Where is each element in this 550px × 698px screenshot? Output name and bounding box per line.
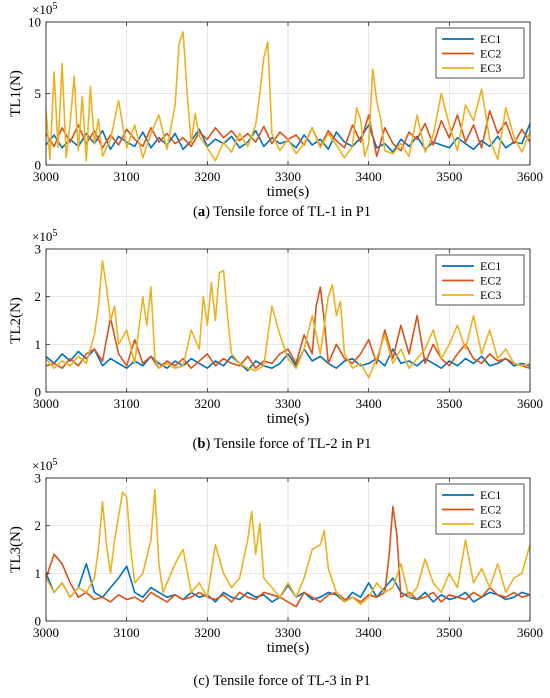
x-tick-label: 3000 xyxy=(33,625,59,640)
series-line-ec3 xyxy=(46,489,530,606)
legend-label-ec3: EC3 xyxy=(480,517,501,531)
legend-label-ec3: EC3 xyxy=(480,61,501,75)
series-line-ec2 xyxy=(46,286,530,369)
x-tick-label: 3300 xyxy=(275,625,301,640)
y-tick-label: 5 xyxy=(35,86,42,101)
x-tick-label: 3300 xyxy=(275,396,301,411)
figure-caption: (a) Tensile force of TL-1 in P1 xyxy=(193,204,371,220)
y-tick-label: 1 xyxy=(35,566,42,581)
x-tick-label: 3400 xyxy=(356,169,382,184)
x-axis-label: time(s) xyxy=(267,411,310,427)
y-axis-label: TL2(N) xyxy=(8,297,24,344)
series-group xyxy=(46,31,530,162)
x-tick-label: 3100 xyxy=(114,625,140,640)
figure-caption: (c) Tensile force of TL-3 in P1 xyxy=(193,673,370,689)
chart-panel-3: 3000 3100 3200 3300 3400 3500 3600 0 1 2 3×105 time… xyxy=(8,457,543,689)
y-axis-label: TL1(N) xyxy=(8,70,24,117)
y-tick-label: 3 xyxy=(35,242,42,257)
x-tick-label: 3600 xyxy=(517,169,543,184)
x-tick-label: 3100 xyxy=(114,169,140,184)
series-line-ec1 xyxy=(46,563,530,603)
y-tick-label: 3 xyxy=(35,471,42,486)
x-tick-label: 3200 xyxy=(194,169,220,184)
x-axis-label: time(s) xyxy=(267,184,310,200)
x-tick-label: 3400 xyxy=(356,396,382,411)
legend-box xyxy=(435,27,525,79)
x-tick-label: 3400 xyxy=(356,625,382,640)
x-tick-label: 3600 xyxy=(517,396,543,411)
series-group xyxy=(46,260,530,379)
x-tick-label: 3000 xyxy=(33,169,59,184)
x-axis-label: time(s) xyxy=(267,640,310,656)
chart-panel-2: 3000 3100 3200 3300 3400 3500 3600 0 1 2 3×105 time… xyxy=(8,228,543,452)
x-tick-label: 3500 xyxy=(436,396,462,411)
figure-caption: (b) Tensile force of TL-2 in P1 xyxy=(193,436,372,452)
y-axis-label: TL3(N) xyxy=(8,526,24,573)
series-line-ec2 xyxy=(46,505,530,608)
legend-label-ec2: EC2 xyxy=(480,503,501,517)
y-tick-label: 1 xyxy=(35,337,42,352)
y-exponent-label: ×105 xyxy=(32,457,57,473)
series-line-ec3 xyxy=(46,260,530,379)
y-tick-label: 2 xyxy=(35,518,42,533)
y-tick-label: 0 xyxy=(35,614,42,629)
x-tick-label: 3300 xyxy=(275,169,301,184)
legend-label-ec3: EC3 xyxy=(480,288,501,302)
y-tick-label: 2 xyxy=(35,289,42,304)
x-tick-label: 3500 xyxy=(436,169,462,184)
legend-label-ec2: EC2 xyxy=(480,47,501,61)
x-tick-label: 3100 xyxy=(114,396,140,411)
y-tick-label: 0 xyxy=(35,385,42,400)
legend-label-ec1: EC1 xyxy=(480,259,501,273)
y-tick-label: 10 xyxy=(28,15,41,30)
chart-panel-1: 3000 3100 3200 3300 3400 3500 3600 0 5 10×105 time… xyxy=(8,1,543,220)
x-tick-label: 3500 xyxy=(436,625,462,640)
x-tick-label: 3200 xyxy=(194,396,220,411)
legend-label-ec1: EC1 xyxy=(480,488,501,502)
x-tick-label: 3000 xyxy=(33,396,59,411)
y-exponent-label: ×105 xyxy=(32,228,57,244)
legend-label-ec1: EC1 xyxy=(480,32,501,46)
x-tick-label: 3200 xyxy=(194,625,220,640)
y-tick-label: 0 xyxy=(35,158,42,173)
x-tick-label: 3600 xyxy=(517,625,543,640)
legend-label-ec2: EC2 xyxy=(480,274,501,288)
series-group xyxy=(46,489,530,608)
y-exponent-label: ×105 xyxy=(32,1,57,17)
series-line-ec1 xyxy=(46,348,530,372)
series-line-ec3 xyxy=(46,31,530,162)
